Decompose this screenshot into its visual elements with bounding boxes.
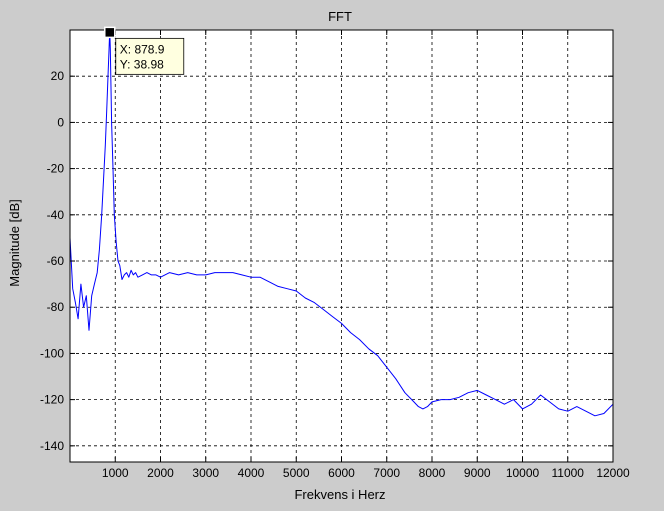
x-tick-label: 1000 (102, 466, 129, 480)
data-tip-marker[interactable] (105, 27, 115, 37)
x-tick-label: 10000 (506, 466, 540, 480)
y-tick-label: -60 (47, 254, 65, 268)
x-tick-label: 4000 (238, 466, 265, 480)
data-tip-x: X: 878.9 (120, 42, 165, 56)
y-tick-label: -140 (40, 439, 64, 453)
x-tick-label: 11000 (552, 466, 585, 480)
x-tick-label: 5000 (283, 466, 310, 480)
y-tick-label: -120 (40, 393, 64, 407)
y-tick-label: 20 (51, 69, 65, 83)
x-tick-label: 3000 (192, 466, 219, 480)
x-tick-label: 7000 (373, 466, 400, 480)
x-tick-label: 12000 (596, 466, 630, 480)
chart-title: FFT (328, 9, 352, 24)
x-tick-label: 8000 (419, 466, 446, 480)
y-tick-label: -20 (47, 162, 65, 176)
x-tick-label: 9000 (464, 466, 491, 480)
y-tick-label: 0 (57, 115, 64, 129)
y-tick-label: -80 (47, 300, 65, 314)
y-tick-label: -40 (47, 208, 65, 222)
x-axis-label: Frekvens i Herz (294, 487, 385, 502)
data-tip-y: Y: 38.98 (120, 57, 164, 71)
y-axis-label: Magnitude [dB] (7, 199, 22, 286)
x-tick-label: 6000 (328, 466, 355, 480)
x-tick-label: 2000 (147, 466, 174, 480)
y-tick-label: -100 (40, 346, 64, 360)
